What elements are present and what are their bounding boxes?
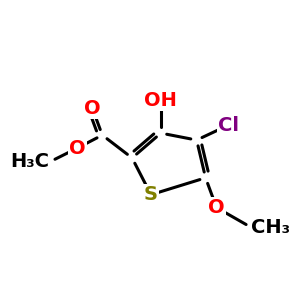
Text: H₃C: H₃C <box>11 152 50 171</box>
Text: OH: OH <box>145 91 177 110</box>
Text: O: O <box>208 198 225 217</box>
Text: Cl: Cl <box>218 116 239 135</box>
Text: O: O <box>69 139 86 158</box>
Text: O: O <box>84 99 101 118</box>
Text: S: S <box>144 185 158 204</box>
Text: CH₃: CH₃ <box>251 218 290 237</box>
